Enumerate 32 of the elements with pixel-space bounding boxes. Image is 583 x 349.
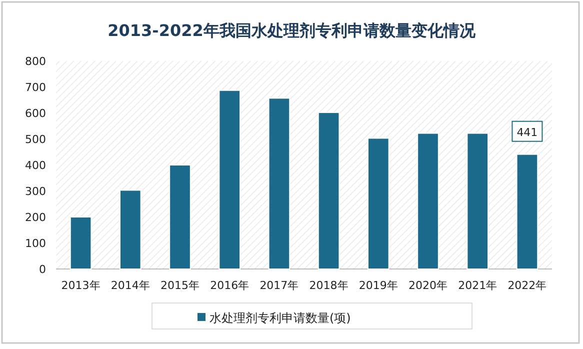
chart-title: 2013-2022年我国水处理剂专利申请数量变化情况 bbox=[108, 21, 476, 40]
x-tick-label: 2021年 bbox=[458, 279, 498, 292]
bar bbox=[367, 138, 390, 270]
bar bbox=[218, 90, 241, 270]
x-tick-label: 2020年 bbox=[408, 279, 448, 292]
bar bbox=[417, 132, 439, 270]
legend-label: 水处理剂专利申请数量(项) bbox=[210, 311, 351, 325]
y-tick-label: 300 bbox=[25, 185, 46, 198]
x-tick-label: 2015年 bbox=[160, 279, 200, 292]
x-tick-label: 2022年 bbox=[508, 279, 547, 292]
bar bbox=[70, 216, 92, 270]
y-tick-label: 600 bbox=[25, 107, 46, 120]
x-tick-label: 2013年 bbox=[61, 279, 100, 292]
x-tick-label: 2014年 bbox=[110, 279, 150, 292]
bar bbox=[466, 132, 489, 270]
y-tick-label: 700 bbox=[25, 81, 46, 94]
x-tick-label: 2016年 bbox=[210, 279, 250, 292]
y-tick-label: 800 bbox=[25, 55, 46, 68]
y-tick-label: 0 bbox=[39, 263, 46, 276]
data-label: 441 bbox=[516, 126, 538, 139]
y-tick-label: 400 bbox=[25, 159, 46, 172]
y-tick-label: 100 bbox=[25, 237, 46, 250]
bar bbox=[318, 112, 340, 270]
bar bbox=[516, 154, 538, 270]
x-tick-label: 2019年 bbox=[358, 279, 398, 292]
y-tick-label: 500 bbox=[25, 133, 46, 146]
bar bbox=[119, 190, 142, 270]
x-tick-label: 2018年 bbox=[309, 279, 348, 292]
bar bbox=[169, 164, 191, 270]
bar bbox=[268, 98, 290, 270]
x-tick-label: 2017年 bbox=[260, 279, 299, 292]
y-tick-label: 200 bbox=[25, 211, 46, 224]
